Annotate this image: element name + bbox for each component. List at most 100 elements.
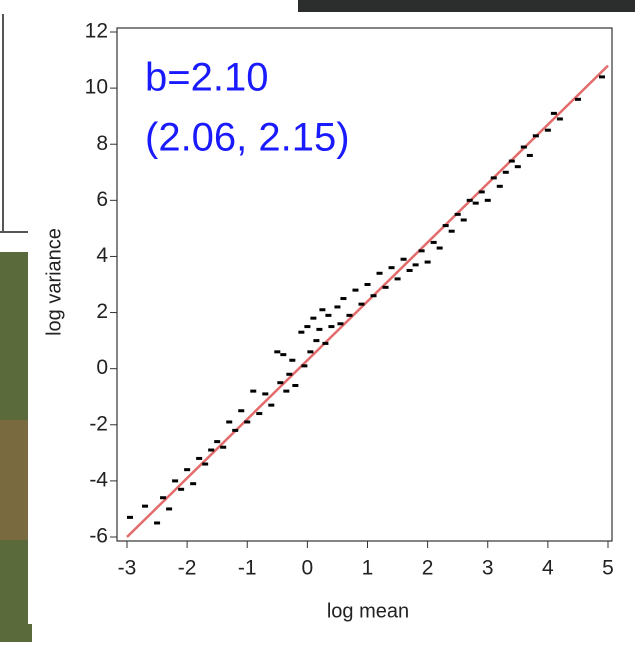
- point: [376, 271, 383, 275]
- point: [226, 420, 233, 424]
- point: [232, 428, 239, 432]
- point: [532, 134, 539, 138]
- point: [280, 353, 287, 357]
- point: [412, 263, 419, 267]
- point: [400, 257, 407, 261]
- point: [520, 145, 527, 149]
- point: [418, 249, 425, 253]
- point: [283, 389, 290, 393]
- point: [286, 372, 293, 376]
- point: [196, 456, 203, 460]
- point: [370, 294, 377, 298]
- x-tick-label: -2: [178, 557, 197, 580]
- point: [364, 283, 371, 286]
- y-tick-label: -4: [89, 468, 108, 491]
- y-tick-label: -2: [89, 412, 108, 435]
- point: [466, 198, 473, 202]
- point: [268, 403, 275, 407]
- point: [556, 117, 563, 121]
- point: [178, 487, 185, 491]
- point: [250, 389, 257, 393]
- x-tick-label: 2: [422, 557, 434, 580]
- x-axis-label: log mean: [327, 600, 409, 622]
- point: [166, 507, 173, 511]
- point: [298, 330, 305, 334]
- point: [322, 341, 329, 345]
- point: [346, 313, 353, 317]
- point: [454, 212, 461, 216]
- point: [340, 297, 347, 301]
- point: [190, 482, 197, 486]
- point: [220, 445, 227, 449]
- point: [202, 462, 209, 466]
- point: [208, 448, 215, 452]
- x-tick-label: 5: [602, 557, 614, 580]
- point: [292, 384, 299, 387]
- point: [160, 496, 167, 500]
- point: [277, 381, 284, 385]
- y-tick-label: 6: [96, 188, 108, 211]
- point: [442, 224, 449, 228]
- point: [337, 322, 344, 326]
- x-tick-label: -1: [238, 557, 257, 580]
- point: [508, 159, 515, 163]
- point: [154, 521, 161, 525]
- point: [307, 350, 314, 354]
- point: [301, 364, 308, 368]
- point: [310, 316, 317, 320]
- x-tick-label: 0: [302, 557, 314, 580]
- fit-line: [126, 64, 609, 538]
- y-axis-label: log variance: [43, 228, 65, 336]
- x-tick-label: 3: [482, 557, 494, 580]
- point: [325, 313, 332, 317]
- point: [127, 515, 134, 519]
- x-tick-label: -3: [118, 557, 137, 580]
- point: [382, 285, 389, 289]
- point: [430, 240, 437, 244]
- point: [214, 440, 221, 444]
- point: [274, 350, 281, 354]
- y-tick-label: 10: [85, 76, 108, 99]
- point: [436, 246, 443, 250]
- point: [142, 504, 149, 508]
- point: [544, 128, 551, 132]
- point: [406, 268, 413, 272]
- y-tick-label: 8: [96, 132, 108, 155]
- point: [244, 420, 251, 424]
- point: [304, 325, 311, 329]
- point: [484, 198, 491, 202]
- x-tick-label: 4: [542, 557, 554, 580]
- point: [352, 288, 359, 292]
- point: [472, 201, 479, 205]
- point: [316, 327, 323, 331]
- x-tick-label: 1: [362, 557, 374, 580]
- point: [328, 325, 335, 329]
- point: [574, 97, 581, 101]
- point: [289, 358, 296, 362]
- point: [460, 218, 467, 222]
- point: [172, 479, 179, 483]
- point: [334, 305, 341, 309]
- point: [388, 266, 395, 270]
- annotation: b=2.10: [145, 56, 268, 100]
- point: [256, 412, 263, 416]
- y-tick-label: 4: [96, 244, 108, 267]
- point: [478, 190, 485, 194]
- point: [448, 229, 455, 233]
- point: [238, 409, 245, 413]
- point: [184, 468, 191, 472]
- y-tick-label: -6: [89, 525, 108, 548]
- point: [502, 170, 509, 174]
- point: [313, 339, 320, 343]
- point: [394, 277, 401, 281]
- y-tick-label: 12: [85, 20, 108, 43]
- point: [262, 392, 269, 396]
- photo-left-detail: [0, 420, 32, 540]
- point: [496, 184, 503, 188]
- point: [424, 260, 431, 264]
- chart-panel: [28, 12, 635, 624]
- point: [598, 75, 605, 79]
- plot-frame: [116, 27, 613, 542]
- point: [358, 302, 365, 306]
